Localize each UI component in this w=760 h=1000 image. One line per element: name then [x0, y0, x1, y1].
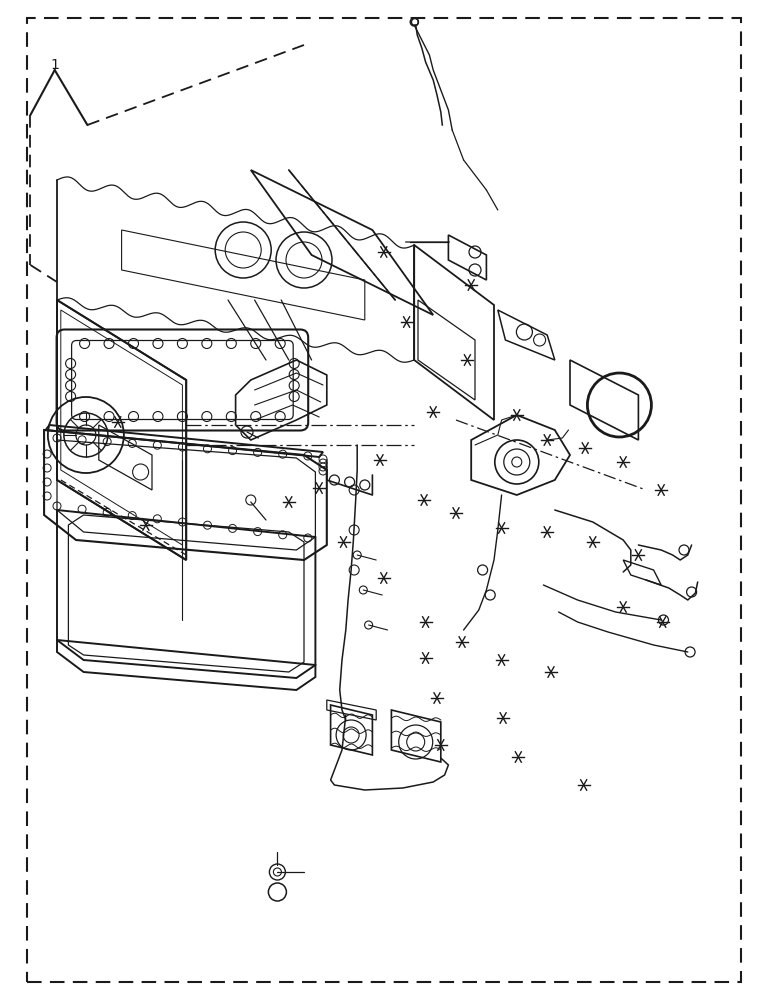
Text: 1: 1 [50, 58, 59, 72]
